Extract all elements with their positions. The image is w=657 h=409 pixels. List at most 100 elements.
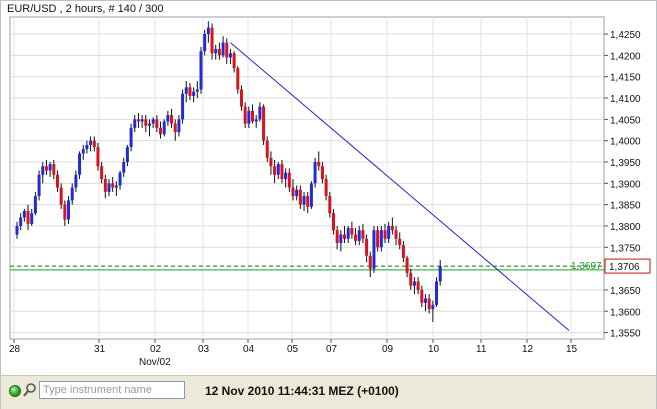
x-tick-label: 15 (566, 344, 578, 355)
x-tick-label: 10 (428, 344, 440, 355)
candle-body (26, 211, 30, 224)
candle-body (203, 34, 207, 52)
candle-body (111, 183, 115, 188)
search-icon[interactable] (23, 382, 37, 398)
candle-body (291, 187, 295, 197)
candle-body (287, 172, 291, 188)
candle-body (74, 174, 78, 188)
y-tick-label: 1,3850 (610, 201, 641, 212)
candle-body (221, 42, 225, 56)
candle-body (37, 174, 41, 197)
candle-body (398, 238, 402, 246)
chart-canvas[interactable]: 1,3697 1,42501,42001,41501,41001,40501,4… (1, 1, 656, 375)
candle-body (435, 281, 439, 305)
candle-body (100, 166, 104, 180)
candle-body (192, 91, 196, 96)
y-tick-label: 1,3600 (610, 307, 641, 318)
price-tags: 1,3706 (604, 258, 651, 274)
y-tick-label: 1,3900 (610, 179, 641, 190)
candle-body (273, 166, 277, 175)
candle-body (376, 230, 380, 248)
y-tick-label: 1,3550 (610, 329, 641, 340)
candle-body (354, 234, 358, 241)
trendline[interactable] (230, 42, 570, 331)
candle-body (438, 266, 442, 282)
candle-body (85, 144, 89, 150)
candle-body (199, 51, 203, 90)
candle-body (254, 119, 258, 122)
reference-line-label: 1,3697 (571, 261, 602, 272)
y-tick-label: 1,3750 (610, 243, 641, 254)
candle-body (423, 298, 427, 303)
candle-body (140, 119, 144, 122)
x-axis: 28 31 02 03 04 05 07 09 10 11 12 15 Nov/02 (9, 339, 578, 368)
candle-body (339, 234, 343, 244)
candle-body (372, 230, 376, 269)
candle-body (427, 298, 431, 310)
candle-body (155, 119, 159, 128)
x-tick-label: 31 (94, 344, 106, 355)
candle-body (70, 187, 74, 201)
candle-body (306, 196, 310, 207)
current-price-label: 1,3706 (609, 262, 640, 273)
y-tick-label: 1,3950 (610, 158, 641, 169)
candle-body (22, 211, 26, 218)
candle-body (133, 119, 137, 128)
y-tick-label: 1,4100 (610, 94, 641, 105)
y-tick-label: 1,3650 (610, 286, 641, 297)
candle-body (159, 127, 163, 135)
candle-body (33, 196, 37, 214)
candle-body (44, 166, 48, 171)
candle-body (162, 121, 166, 135)
candle-body (412, 281, 416, 286)
candle-body (262, 106, 266, 141)
candle-body (379, 230, 383, 248)
candle-body (324, 179, 328, 197)
candle-body (247, 110, 251, 124)
candle-body (317, 162, 321, 167)
y-tick-label: 1,4200 (610, 51, 641, 62)
y-axis: 1,4250 1,4200 1,4150 1,4100 1,4050 1,4000 1,39… (604, 30, 641, 340)
candle-body (409, 272, 413, 286)
candle-body (365, 238, 369, 256)
candle-body (251, 110, 255, 122)
candle-body (30, 213, 34, 224)
candle-body (232, 53, 236, 69)
candle-body (420, 289, 424, 303)
candle-body (368, 255, 372, 269)
candle-body (276, 164, 280, 175)
candle-body (122, 162, 126, 173)
x-tick-label: 28 (9, 344, 21, 355)
status-bar: 12 Nov 2010 11:44:31 MEZ (+0100) (1, 375, 656, 409)
y-tick-label: 1,4250 (610, 30, 641, 41)
candle-body (225, 42, 229, 58)
candle-body (401, 245, 405, 258)
chart-title: EUR/USD , 2 hours, # 140 / 300 (7, 3, 164, 15)
candle-body (390, 225, 394, 231)
candle-body (350, 228, 354, 235)
x-tick-label: 09 (382, 344, 394, 355)
connection-status-icon (9, 385, 21, 397)
candle-body (177, 119, 181, 133)
y-tick-label: 1,3800 (610, 222, 641, 233)
candle-body (107, 183, 111, 192)
candle-body (63, 204, 67, 220)
candle-body (170, 115, 174, 124)
candle-body (431, 304, 435, 310)
x-tick-label: 05 (287, 344, 299, 355)
candle-body (383, 230, 387, 239)
candle-body (416, 281, 420, 290)
candle-body (214, 48, 218, 54)
instrument-search-input[interactable] (39, 381, 185, 399)
candle-body (284, 172, 288, 180)
x-tick-label: 12 (522, 344, 534, 355)
candle-body (206, 27, 210, 35)
trendline-layer[interactable] (230, 42, 570, 331)
candle-body (151, 119, 155, 124)
candle-body (331, 213, 335, 231)
candle-body (181, 93, 185, 120)
candle-body (280, 164, 284, 180)
candle-body (313, 162, 317, 184)
candle-body (188, 87, 192, 96)
candle-body (41, 166, 45, 175)
